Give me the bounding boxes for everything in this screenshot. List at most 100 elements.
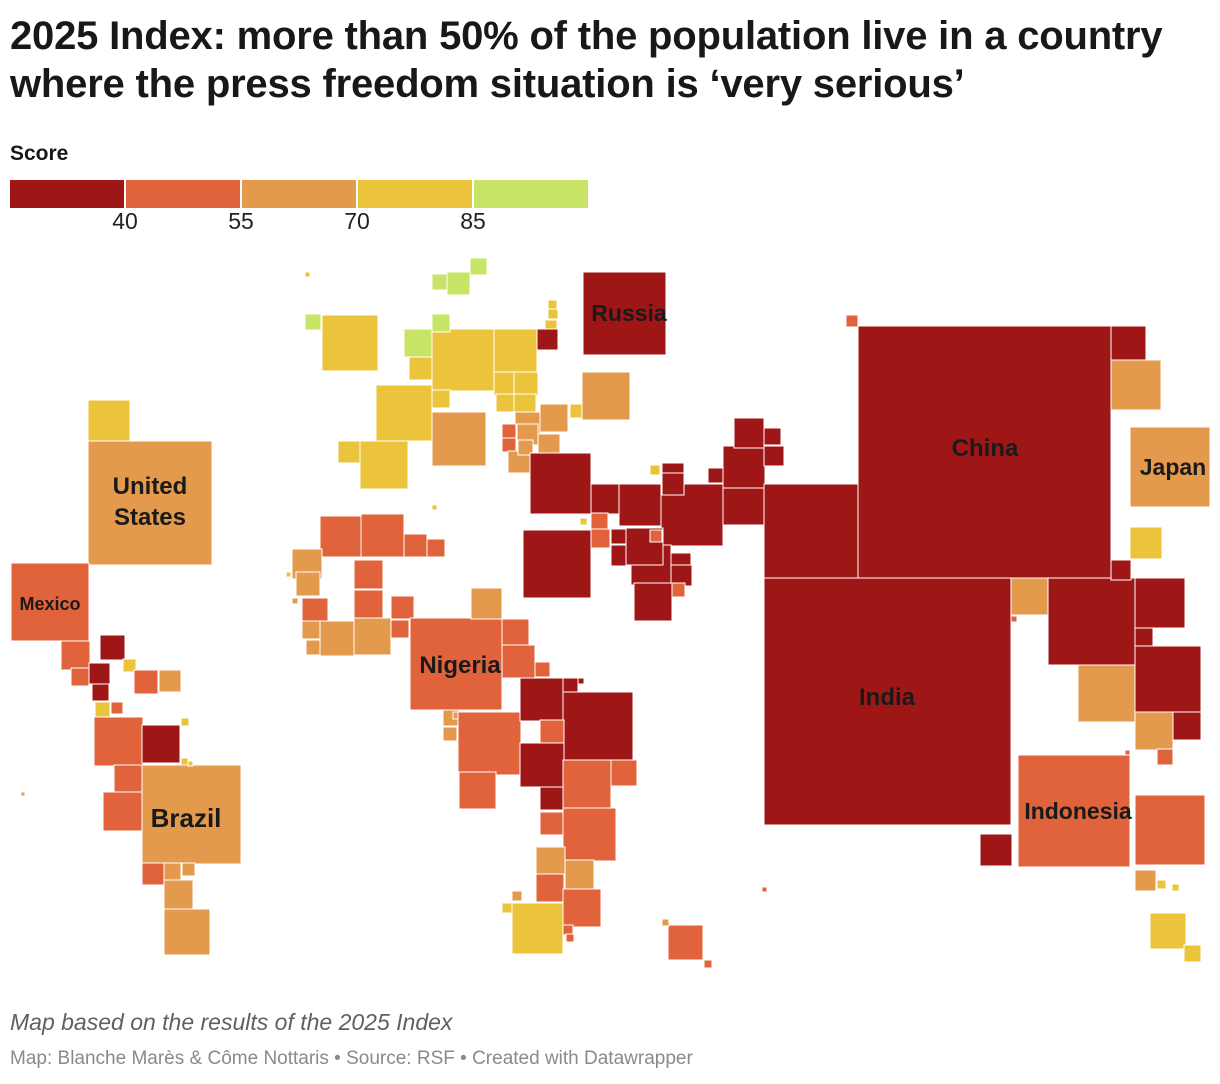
- country-square: [501, 902, 513, 914]
- country-square: [519, 677, 564, 722]
- country-square: [539, 403, 569, 433]
- country-square: [1171, 883, 1180, 892]
- country-square: [291, 597, 299, 605]
- country-square: [1017, 754, 1131, 868]
- country-square: [353, 617, 392, 656]
- country-square: [579, 517, 588, 526]
- country-square: [703, 959, 713, 969]
- score-legend: Score 40 55 70 85: [10, 142, 610, 238]
- country-square: [707, 467, 724, 484]
- country-square: [409, 617, 503, 711]
- country-square: [763, 577, 1012, 826]
- country-square: [319, 620, 356, 657]
- country-square: [426, 538, 446, 558]
- label-indonesia: Indonesia: [1024, 798, 1132, 824]
- country-square: [158, 669, 182, 693]
- country-square: [113, 764, 143, 794]
- country-square: [517, 439, 534, 456]
- country-square: [495, 393, 515, 413]
- country-square: [763, 427, 782, 446]
- country-square: [10, 562, 90, 642]
- square-cartogram-map: Russia China Japan Mexico Nigeria India Brazil…: [0, 250, 1220, 990]
- country-square: [1134, 577, 1186, 629]
- country-square: [493, 328, 538, 373]
- country-square: [511, 902, 564, 955]
- country-square: [535, 873, 565, 903]
- legend-swatch-satisfactory: [358, 180, 472, 208]
- country-square: [390, 595, 415, 620]
- country-square: [1010, 577, 1049, 616]
- legend-title: Score: [10, 142, 69, 165]
- country-square: [562, 888, 602, 928]
- country-square: [133, 669, 159, 695]
- label-india: India: [859, 684, 916, 711]
- country-square: [431, 504, 438, 511]
- legend-swatch-difficult: [126, 180, 240, 208]
- country-square: [99, 634, 126, 661]
- country-square: [539, 811, 564, 836]
- country-square: [431, 411, 487, 467]
- country-square: [564, 859, 595, 890]
- country-square: [1156, 748, 1174, 766]
- country-square: [1077, 664, 1136, 723]
- country-square: [110, 701, 124, 715]
- country-square: [431, 313, 451, 333]
- country-square: [562, 759, 612, 809]
- country-square: [562, 807, 617, 862]
- country-square: [180, 717, 190, 727]
- country-square: [1134, 869, 1157, 892]
- country-square: [1047, 577, 1136, 666]
- country-square: [513, 371, 539, 397]
- country-square: [180, 757, 189, 766]
- country-square: [529, 452, 592, 515]
- country-square: [304, 313, 322, 331]
- country-square: [649, 464, 661, 476]
- country-square: [577, 677, 585, 685]
- country-square: [305, 639, 322, 656]
- country-square: [431, 273, 449, 291]
- country-square: [181, 862, 196, 877]
- country-square: [353, 559, 384, 590]
- country-square: [1134, 711, 1174, 751]
- country-square: [408, 356, 433, 381]
- country-square: [501, 644, 536, 679]
- country-square: [187, 760, 194, 767]
- country-square: [93, 716, 144, 767]
- country-square: [163, 862, 182, 881]
- country-square: [590, 512, 609, 531]
- country-square: [141, 724, 181, 764]
- country-square: [163, 879, 194, 910]
- country-square: [88, 662, 111, 685]
- country-square: [1129, 426, 1211, 508]
- country-square: [375, 384, 433, 442]
- chart-title: 2025 Index: more than 50% of the populat…: [10, 14, 1163, 106]
- country-square: [722, 445, 766, 489]
- country-square: [70, 667, 90, 687]
- country-square: [295, 571, 321, 597]
- country-square: [1172, 711, 1202, 741]
- label-united-states: United States: [113, 473, 188, 531]
- country-square: [519, 742, 565, 788]
- country-square: [60, 640, 91, 671]
- country-square: [1156, 879, 1167, 890]
- country-square: [1129, 526, 1163, 560]
- label-nigeria: Nigeria: [419, 652, 501, 679]
- country-square: [661, 918, 670, 927]
- country-square: [141, 862, 165, 886]
- country-square: [360, 513, 405, 558]
- legend-tick-label: 70: [344, 208, 370, 234]
- country-square: [91, 683, 110, 702]
- country-square: [857, 325, 1112, 580]
- label-brazil: Brazil: [151, 803, 222, 833]
- country-square: [87, 440, 213, 566]
- label-mexico: Mexico: [19, 594, 80, 614]
- country-square: [457, 711, 522, 776]
- country-square: [610, 528, 627, 545]
- legend-tick-label: 85: [460, 208, 486, 234]
- label-japan: Japan: [1140, 454, 1206, 480]
- country-square: [845, 314, 859, 328]
- legend-swatch-problematic: [242, 180, 356, 208]
- legend-tick-label: 40: [112, 208, 138, 234]
- country-square: [581, 371, 631, 421]
- country-square: [501, 423, 517, 439]
